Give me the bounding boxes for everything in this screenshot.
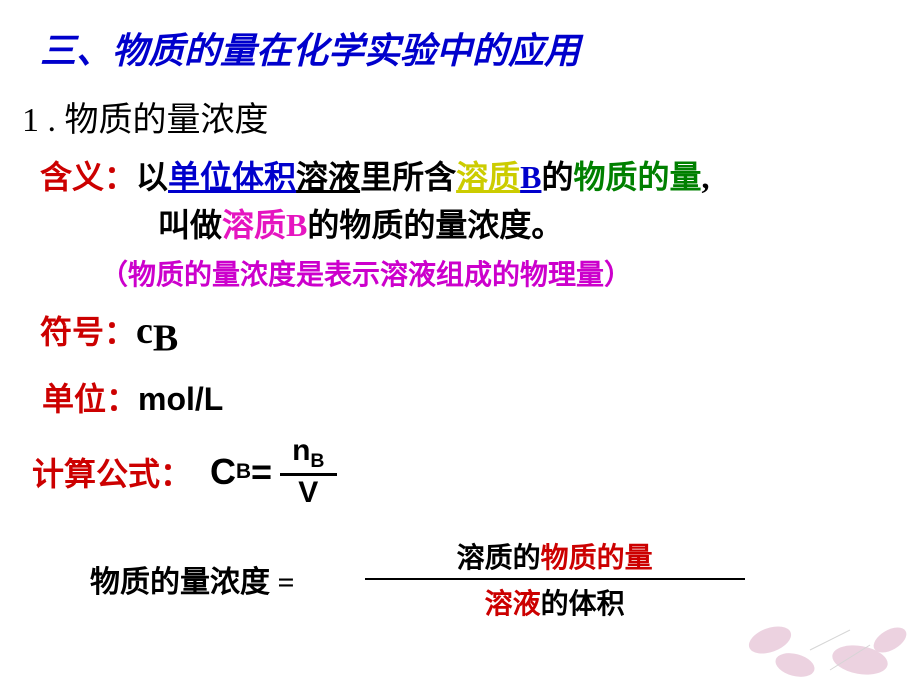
formula1-lhs-c: C <box>210 451 236 493</box>
symbol-b: B <box>153 317 178 359</box>
decorative-flower-icon <box>740 590 920 690</box>
def-p6: B <box>520 159 541 195</box>
formula2-lhs: 物质的量浓度 = <box>90 557 295 601</box>
unit-line: 单位：mol/L <box>0 360 920 420</box>
def-p7: 的 <box>541 159 573 195</box>
formula1-denominator: V <box>286 476 330 510</box>
den2-p1: 溶液 <box>485 589 541 620</box>
formula1-numerator: nB <box>280 434 336 473</box>
formula2-numerator: 溶质的物质的量 <box>457 534 653 578</box>
formula1-eq: = <box>251 451 272 493</box>
def-p9: , <box>701 159 709 195</box>
def-p11: 溶质B <box>222 207 307 243</box>
def-p3: 溶液 <box>296 159 360 195</box>
formula2-fraction: 溶质的物质的量 溶液的体积 <box>365 534 745 624</box>
num-b: B <box>310 450 324 472</box>
symbol-c: c <box>136 310 153 352</box>
def-p2: 单位体积 <box>168 159 296 195</box>
num2-p1: 溶质的 <box>457 543 541 574</box>
formula1-fraction: nB V <box>280 434 336 510</box>
unit-value: mol/L <box>138 381 223 417</box>
num-n: n <box>292 434 310 467</box>
den2-p2: 的体积 <box>541 589 625 620</box>
formula2-denominator: 溶液的体积 <box>485 580 625 624</box>
num2-p2: 物质的量 <box>541 543 653 574</box>
definition-label: 含义： <box>40 159 136 195</box>
def-p10: 叫做 <box>158 207 222 243</box>
formula1-line: 计算公式： CB= nB V <box>0 420 920 510</box>
section-title: 三、物质的量在化学实验中的应用 <box>0 0 920 74</box>
definition-block: 含义：以单位体积溶液里所含溶质B的物质的量, 叫做溶质B的物质的量浓度。 <box>0 141 920 249</box>
def-p12: 的物质的量浓度。 <box>307 207 563 243</box>
formula1-lhs-b: B <box>236 460 251 484</box>
symbol-label: 符号： <box>40 314 136 350</box>
def-p4: 里所含 <box>360 159 456 195</box>
formula1-label: 计算公式： <box>32 449 192 495</box>
sub-title: 1 . 物质的量浓度 <box>0 74 920 141</box>
def-p1: 以 <box>136 159 168 195</box>
unit-label: 单位： <box>42 381 138 417</box>
def-p8: 物质的量 <box>573 159 701 195</box>
def-p5: 溶质 <box>456 159 520 195</box>
def-line2: 叫做溶质B的物质的量浓度。 <box>40 201 920 249</box>
note-text: （物质的量浓度是表示溶液组成的物理量） <box>0 249 920 293</box>
symbol-line: 符号：cB <box>0 293 920 360</box>
